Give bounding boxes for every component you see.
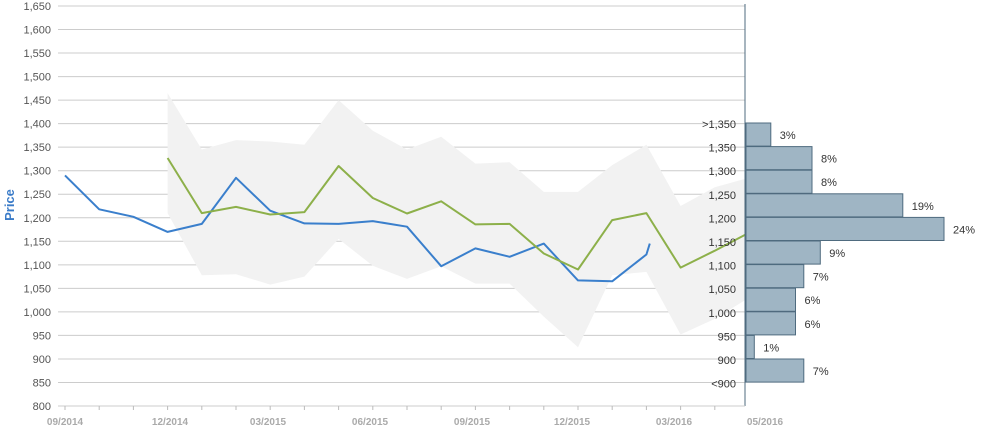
- series-line-green: [166, 157, 750, 271]
- x-tick-labels: 09/2014 12/2014 03/2015 06/2015 09/2015 12/20…: [47, 417, 784, 428]
- distribution-bin-label: <900: [711, 379, 736, 391]
- y-tick-label: 1,100: [23, 260, 51, 272]
- distribution-percent-label: 3%: [780, 130, 796, 142]
- distribution-percent-label: 19%: [912, 201, 934, 213]
- x-tick-label: 09/2014: [47, 417, 84, 428]
- y-tick-label: 850: [33, 377, 51, 389]
- distribution-bar: [745, 216, 945, 241]
- distribution-percent-label: 6%: [805, 319, 821, 331]
- y-tick-label: 1,500: [23, 72, 51, 84]
- series-lines: [64, 157, 750, 283]
- y-tick-label: 1,000: [23, 307, 51, 319]
- axes: [58, 4, 746, 410]
- distribution-bar: [745, 169, 813, 194]
- distribution-bin-label: 900: [718, 355, 736, 367]
- y-tick-label: 1,150: [23, 236, 51, 248]
- distribution-bin-label: 1,200: [708, 213, 736, 225]
- distribution-percent-label: 7%: [813, 272, 829, 284]
- x-tick-label: 12/2015: [554, 417, 591, 428]
- distribution-bar: [745, 311, 796, 336]
- distribution-bar: [745, 264, 805, 289]
- y-tick-label: 1,450: [23, 95, 51, 107]
- x-tick-label: 12/2014: [152, 417, 189, 428]
- y-tick-labels: 800 850 900 950 1,000 1,050 1,100 1,150 1,200 1,2…: [23, 1, 51, 413]
- y-tick-label: 1,200: [23, 213, 51, 225]
- range-band: [167, 93, 750, 348]
- y-tick-label: 1,400: [23, 119, 51, 131]
- price-distribution: >1,350 3% 1,350 8% 1,300 8% 1,250 19% 1,200 24% 1,…: [702, 119, 975, 391]
- distribution-bar: [745, 287, 796, 312]
- y-tick-label: 1,550: [23, 48, 51, 60]
- distribution-percent-label: 9%: [829, 248, 845, 260]
- y-tick-label: 950: [33, 330, 51, 342]
- distribution-bar: [745, 358, 805, 383]
- y-tick-label: 1,250: [23, 189, 51, 201]
- distribution-bin-label: 1,050: [708, 284, 736, 296]
- distribution-bar: [745, 146, 813, 171]
- distribution-bin-label: 1,000: [708, 308, 736, 320]
- x-tick-label: 06/2015: [352, 417, 389, 428]
- distribution-bin-label: 1,300: [708, 166, 736, 178]
- distribution-bin-label: 950: [718, 331, 736, 343]
- y-axis-label: Price: [2, 189, 17, 221]
- distribution-bar: [745, 334, 755, 359]
- x-tick-label: 03/2016: [656, 417, 693, 428]
- distribution-percent-label: 24%: [953, 224, 975, 236]
- y-tick-label: 1,600: [23, 25, 51, 37]
- y-tick-label: 800: [33, 401, 51, 413]
- distribution-bin-label: 1,150: [708, 237, 736, 249]
- distribution-bin-label: 1,250: [708, 190, 736, 202]
- distribution-bar: [745, 240, 821, 265]
- distribution-percent-label: 8%: [821, 154, 837, 166]
- distribution-bin-label: >1,350: [702, 119, 736, 131]
- distribution-bin-label: 1,350: [708, 143, 736, 155]
- distribution-percent-label: 7%: [813, 366, 829, 378]
- series-line-blue: [64, 174, 651, 283]
- distribution-bar: [745, 193, 904, 218]
- x-tick-label: 03/2015: [250, 417, 287, 428]
- x-tick-label: 09/2015: [454, 417, 491, 428]
- y-tick-label: 1,050: [23, 283, 51, 295]
- distribution-bar: [745, 122, 772, 147]
- distribution-bin-label: 1,100: [708, 261, 736, 273]
- y-tick-label: 1,350: [23, 142, 51, 154]
- distribution-percent-label: 1%: [763, 342, 779, 354]
- range-band-area: [167, 93, 750, 348]
- x-tick-label: 05/2016: [747, 417, 784, 428]
- distribution-percent-label: 6%: [805, 295, 821, 307]
- y-tick-label: 900: [33, 354, 51, 366]
- distribution-percent-label: 8%: [821, 177, 837, 189]
- y-tick-label: 1,300: [23, 166, 51, 178]
- y-tick-label: 1,650: [23, 1, 51, 13]
